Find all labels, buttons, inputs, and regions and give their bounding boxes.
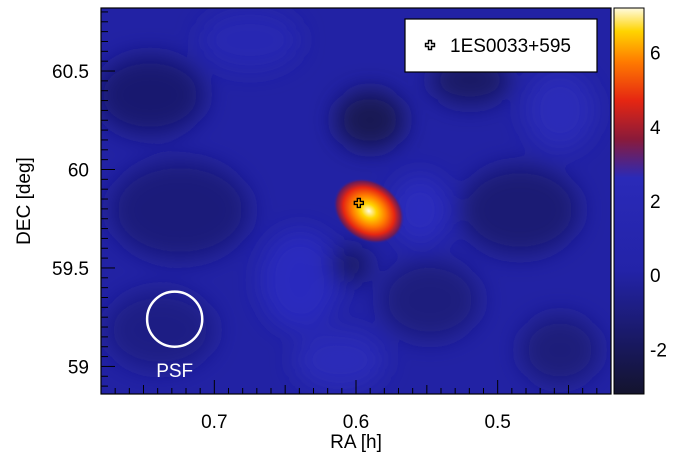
y-axis: 59 59.5 60 60.5 (52, 11, 115, 387)
y-tick-label: 60 (68, 160, 89, 181)
legend: 1ES0033+595 (404, 18, 598, 73)
legend-entry: 1ES0033+595 (450, 36, 571, 57)
legend-marker-icon (424, 39, 436, 51)
y-axis-label: DEC [deg] (14, 157, 35, 245)
source-excess-hotspot (333, 178, 405, 244)
colorbar-tick-label: -2 (650, 340, 667, 361)
x-axis: 0.7 0.6 0.5 (114, 380, 598, 433)
y-tick-label: 60.5 (52, 62, 89, 83)
cross-icon (353, 197, 365, 209)
x-tick-label: 0.7 (201, 412, 227, 433)
x-tick-label: 0.6 (343, 412, 369, 433)
psf-circle (145, 290, 204, 348)
cross-icon (424, 39, 436, 51)
source-marker-icon (353, 197, 365, 209)
psf-label: PSF (156, 361, 193, 382)
y-tick-label: 59.5 (52, 259, 89, 280)
legend-box (404, 18, 598, 73)
x-tick-label: 0.5 (484, 412, 510, 433)
colorbar (613, 7, 645, 395)
colorbar-tick-label: 4 (650, 118, 661, 139)
y-tick-label: 59 (68, 357, 89, 378)
colorbar-tick-label: 2 (650, 192, 661, 213)
colorbar-tick-label: 0 (650, 266, 661, 287)
colorbar-tick-label: 6 (650, 44, 661, 65)
x-axis-label: RA [h] (330, 432, 382, 453)
heatmap-structure (101, 10, 600, 390)
